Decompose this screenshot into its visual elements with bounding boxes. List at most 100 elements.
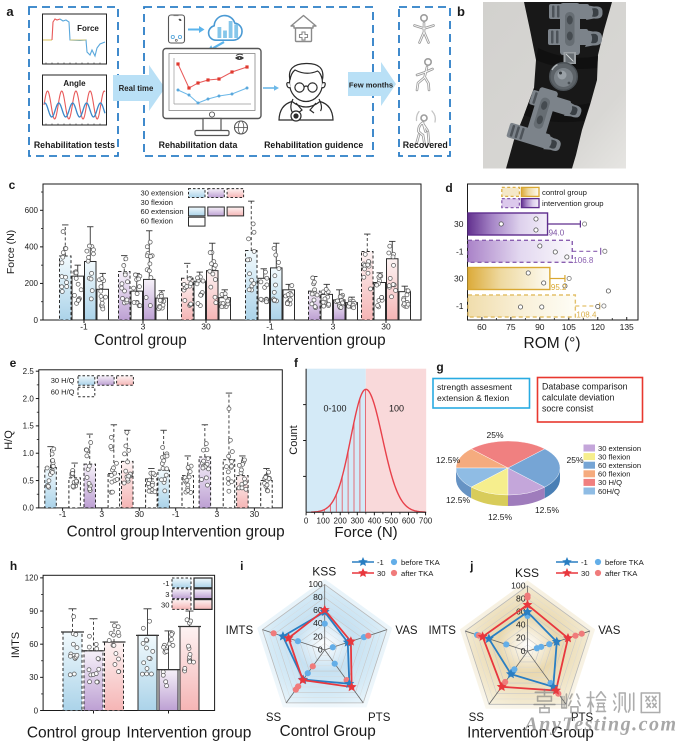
svg-text:100: 100: [308, 579, 323, 589]
svg-text:200: 200: [25, 279, 39, 288]
svg-text:IMTS: IMTS: [10, 632, 22, 658]
svg-text:Few months: Few months: [349, 81, 393, 90]
svg-text:PTS: PTS: [571, 712, 594, 724]
svg-text:IMTS: IMTS: [428, 625, 456, 637]
svg-text:300: 300: [351, 516, 365, 525]
svg-text:0: 0: [521, 646, 526, 656]
svg-text:-1: -1: [80, 322, 88, 332]
svg-text:30: 30: [581, 569, 590, 578]
svg-text:60H/Q: 60H/Q: [598, 487, 620, 496]
svg-text:3: 3: [99, 509, 104, 519]
svg-text:Count: Count: [288, 425, 300, 454]
svg-text:calculate deviation: calculate deviation: [542, 393, 614, 403]
svg-text:SS: SS: [469, 712, 485, 724]
svg-text:60: 60: [516, 607, 526, 617]
svg-text:-1: -1: [266, 322, 274, 332]
svg-text:Rehabilitation guidence: Rehabilitation guidence: [264, 140, 363, 150]
svg-text:60 flexion: 60 flexion: [598, 470, 631, 479]
svg-text:60 flexion: 60 flexion: [141, 217, 174, 226]
svg-text:60 extension: 60 extension: [141, 207, 184, 216]
svg-text:90: 90: [535, 322, 545, 332]
svg-text:400: 400: [368, 516, 382, 525]
svg-text:Angle: Angle: [63, 79, 86, 88]
svg-text:30: 30: [201, 322, 211, 332]
svg-text:-1: -1: [581, 558, 588, 567]
svg-text:60: 60: [29, 640, 38, 649]
svg-text:100: 100: [317, 516, 331, 525]
svg-text:h: h: [10, 559, 17, 573]
svg-text:600: 600: [402, 516, 416, 525]
svg-text:Intervention group: Intervention group: [126, 725, 251, 742]
svg-text:after TKA: after TKA: [401, 569, 434, 578]
svg-text:0: 0: [318, 644, 323, 654]
svg-text:AnyTesting.com: AnyTesting.com: [522, 714, 677, 736]
svg-text:-1: -1: [456, 301, 464, 311]
svg-text:Rehabilitation tests: Rehabilitation tests: [34, 140, 115, 150]
svg-text:extension & flexion: extension & flexion: [437, 393, 509, 403]
svg-text:30: 30: [454, 274, 464, 284]
svg-text:before TKA: before TKA: [401, 558, 441, 567]
svg-text:Force: Force: [77, 24, 99, 33]
svg-text:Force (N): Force (N): [334, 524, 397, 541]
svg-text:100: 100: [389, 404, 404, 414]
svg-text:Intervention Group: Intervention Group: [467, 724, 594, 741]
svg-text:Recovered: Recovered: [403, 140, 448, 150]
svg-text:30: 30: [250, 509, 260, 519]
svg-text:600: 600: [25, 206, 39, 215]
svg-text:1.0: 1.0: [23, 449, 35, 458]
svg-text:Database comparison: Database comparison: [542, 382, 628, 392]
svg-text:30 flexion: 30 flexion: [598, 452, 631, 461]
svg-text:1.5: 1.5: [23, 422, 35, 431]
svg-text:3: 3: [331, 322, 336, 332]
svg-text:0-100: 0-100: [323, 404, 346, 414]
svg-text:30: 30: [454, 219, 464, 229]
svg-text:VAS: VAS: [395, 625, 417, 637]
svg-text:3: 3: [215, 509, 220, 519]
svg-text:12.5%: 12.5%: [535, 505, 560, 515]
svg-text:400: 400: [25, 243, 39, 252]
svg-text:Control Group: Control Group: [280, 723, 376, 740]
svg-text:Intervention group: Intervention group: [262, 332, 385, 349]
svg-text:200: 200: [334, 516, 348, 525]
svg-text:0: 0: [34, 316, 39, 325]
svg-text:VAS: VAS: [598, 625, 620, 637]
svg-text:90: 90: [29, 607, 38, 616]
svg-text:12.5%: 12.5%: [446, 495, 471, 505]
svg-text:H/Q: H/Q: [3, 430, 15, 450]
svg-text:IMTS: IMTS: [226, 625, 254, 637]
svg-text:f: f: [294, 356, 299, 370]
svg-text:30: 30: [135, 509, 145, 519]
svg-text:a: a: [6, 4, 14, 19]
svg-text:120: 120: [591, 322, 605, 332]
svg-text:Intervention group: Intervention group: [161, 524, 284, 541]
svg-text:d: d: [445, 181, 452, 195]
svg-text:40: 40: [313, 618, 323, 628]
svg-text:Real time: Real time: [119, 84, 154, 93]
svg-text:100: 100: [511, 580, 526, 590]
svg-text:60 extension: 60 extension: [598, 461, 641, 470]
svg-text:40: 40: [516, 620, 526, 630]
svg-text:3: 3: [165, 590, 169, 599]
svg-text:-1: -1: [456, 246, 464, 256]
svg-text:108.4: 108.4: [576, 311, 597, 320]
svg-text:500: 500: [385, 516, 399, 525]
svg-text:105: 105: [562, 322, 576, 332]
svg-text:30 extension: 30 extension: [598, 444, 641, 453]
svg-text:KSS: KSS: [312, 564, 336, 578]
svg-text:95.2: 95.2: [551, 283, 567, 292]
svg-text:0: 0: [34, 706, 39, 715]
svg-text:Rehabilitation data: Rehabilitation data: [159, 140, 238, 150]
svg-text:PTS: PTS: [368, 712, 391, 724]
svg-text:25%: 25%: [486, 430, 503, 440]
svg-text:-1: -1: [377, 558, 384, 567]
svg-text:after TKA: after TKA: [605, 569, 638, 578]
svg-text:80: 80: [516, 593, 526, 603]
svg-text:12.5%: 12.5%: [488, 512, 513, 522]
svg-text:30 H/Q: 30 H/Q: [51, 376, 75, 385]
svg-text:i: i: [240, 559, 243, 573]
svg-text:12.5%: 12.5%: [436, 455, 461, 465]
svg-text:c: c: [9, 178, 16, 192]
svg-text:-1: -1: [59, 509, 67, 519]
svg-text:socre consist: socre consist: [542, 404, 594, 414]
svg-text:106.8: 106.8: [573, 256, 594, 265]
